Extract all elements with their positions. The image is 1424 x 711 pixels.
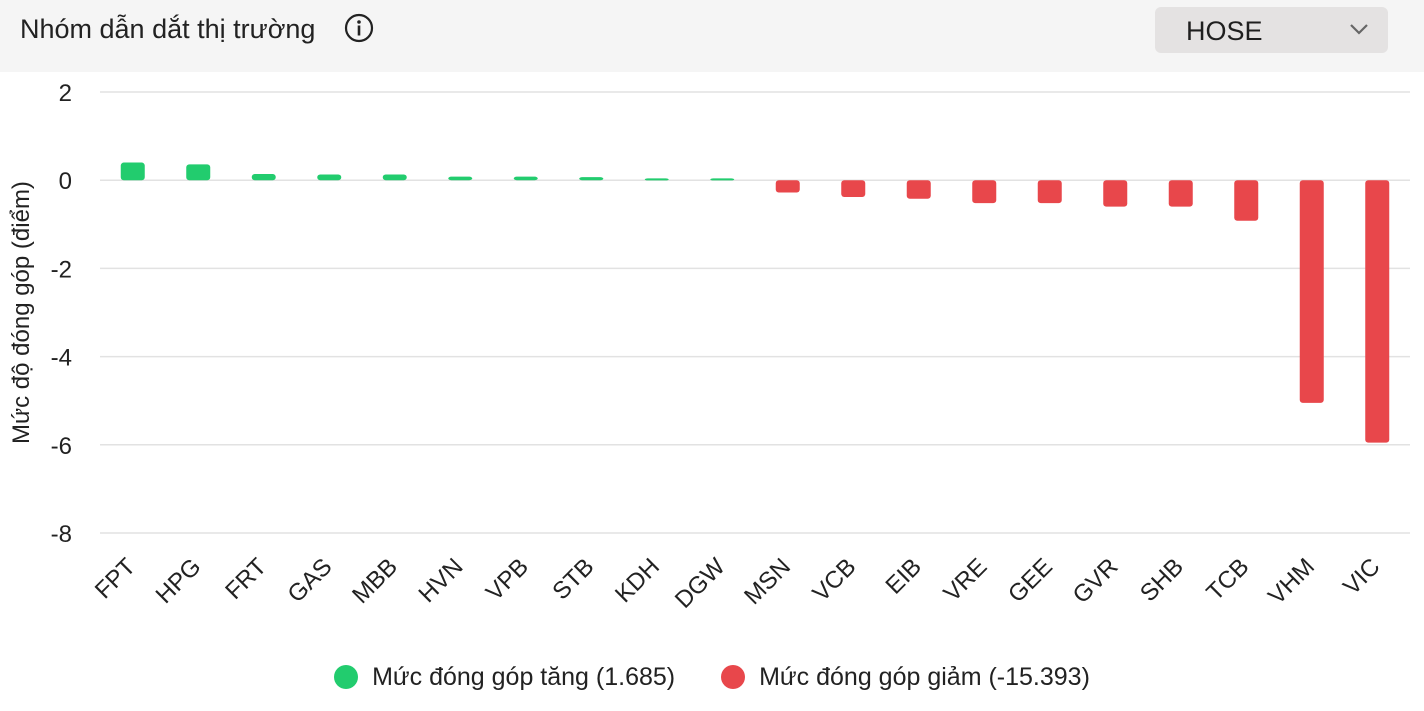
bar-kdh <box>644 178 669 181</box>
x-tick-label: VHM <box>1263 553 1320 610</box>
legend-item-negative[interactable]: Mức đóng góp giảm (-15.393) <box>721 660 1090 694</box>
legend-item-positive[interactable]: Mức đóng góp tăng (1.685) <box>334 660 675 694</box>
y-tick-label: -4 <box>51 345 72 372</box>
bar-mbb <box>382 174 407 181</box>
x-tick-label: KDH <box>610 553 665 608</box>
y-axis-label: Mức độ đóng góp (điểm) <box>8 181 35 444</box>
x-tick-label: HPG <box>151 553 207 609</box>
chart-legend: Mức đóng góp tăng (1.685) Mức đóng góp g… <box>0 660 1424 694</box>
x-tick-label: GAS <box>283 553 338 608</box>
bar-tcb <box>1234 180 1259 221</box>
bar-frt <box>251 174 276 181</box>
info-circle-icon[interactable] <box>344 13 374 43</box>
x-tick-label: DGW <box>670 553 731 614</box>
bar-vhm <box>1299 180 1324 403</box>
x-tick-label: STB <box>547 553 599 605</box>
bar-gvr <box>1103 180 1128 207</box>
bar-vre <box>972 180 997 204</box>
bar-vpb <box>513 176 538 181</box>
legend-dot-negative <box>721 665 746 689</box>
bar-msn <box>775 180 800 193</box>
bar-stb <box>579 177 604 181</box>
x-tick-label: HVN <box>414 553 469 608</box>
bar-eib <box>906 180 931 199</box>
y-tick-label: -8 <box>51 521 72 548</box>
bar-vic <box>1365 180 1390 443</box>
x-tick-label: SHB <box>1135 553 1189 607</box>
exchange-select-value: HOSE <box>1186 16 1263 46</box>
bar-shb <box>1168 180 1193 207</box>
bar-hvn <box>448 176 473 181</box>
x-tick-label: VCB <box>807 553 861 607</box>
x-tick-label: TCB <box>1201 553 1254 606</box>
header-bar: Nhóm dẫn dắt thị trường HOSE <box>0 0 1424 72</box>
x-tick-label: MBB <box>347 553 403 609</box>
legend-label-negative: Mức đóng góp giảm (-15.393) <box>759 663 1090 691</box>
contribution-bar-chart: 2 0 -2 -4 -6 -8 Mức độ đóng góp (điểm) FPT HPG FR… <box>8 80 1410 614</box>
x-tick-label: GVR <box>1068 553 1124 609</box>
x-tick-label: GEE <box>1003 553 1058 608</box>
y-tick-label: 0 <box>59 168 72 195</box>
bar-fpt <box>120 162 145 181</box>
legend-label-positive: Mức đóng góp tăng (1.685) <box>372 663 676 691</box>
y-tick-label: -6 <box>51 433 72 460</box>
x-tick-label: FPT <box>90 553 141 604</box>
exchange-select[interactable]: HOSE <box>1155 7 1388 53</box>
y-tick-label: -2 <box>51 256 72 283</box>
bar-vcb <box>841 180 866 197</box>
bar-gee <box>1037 180 1062 204</box>
y-tick-label: 2 <box>59 80 72 107</box>
x-tick-label: MSN <box>739 553 796 610</box>
x-tick-label: EIB <box>881 553 927 599</box>
x-tick-label: FRT <box>220 553 272 605</box>
bar-gas <box>317 174 342 181</box>
legend-dot-positive <box>334 665 359 689</box>
widget-title: Nhóm dẫn dắt thị trường <box>20 14 316 44</box>
x-tick-label: VPB <box>481 553 534 606</box>
chevron-down-icon <box>1350 24 1368 35</box>
bar-dgw <box>710 178 735 181</box>
x-tick-label: VIC <box>1338 553 1385 600</box>
x-tick-label: VRE <box>938 553 992 607</box>
bar-hpg <box>186 164 211 181</box>
